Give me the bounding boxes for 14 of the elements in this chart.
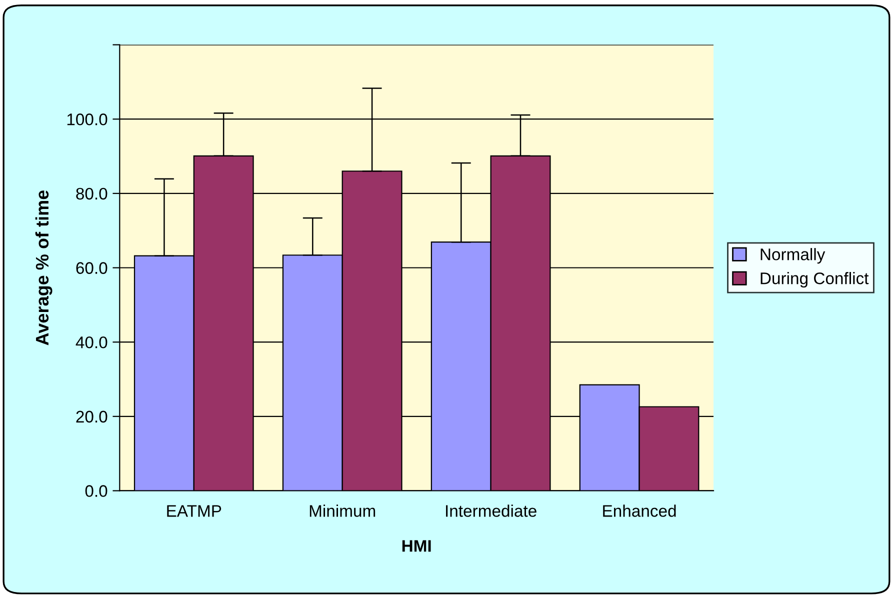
x-axis-title: HMI — [402, 540, 431, 552]
y-axis-title: Average % of time — [35, 190, 52, 346]
legend-label: Normally — [760, 248, 826, 264]
x-tick-label: Enhanced — [603, 504, 676, 517]
y-tick-label: 100.0 — [67, 114, 108, 126]
legend-label: During Conflict — [760, 272, 869, 288]
y-tick-label: 40.0 — [76, 336, 108, 348]
y-tick-label: 60.0 — [76, 262, 108, 274]
x-tick-label: EATMP — [167, 505, 222, 517]
x-tick-label: Intermediate — [446, 504, 536, 517]
x-tick-label: Minimum — [310, 504, 376, 517]
y-tick-label: 0.0 — [85, 485, 108, 497]
y-tick-label: 20.0 — [76, 410, 108, 423]
y-tick-label: 80.0 — [76, 188, 108, 200]
